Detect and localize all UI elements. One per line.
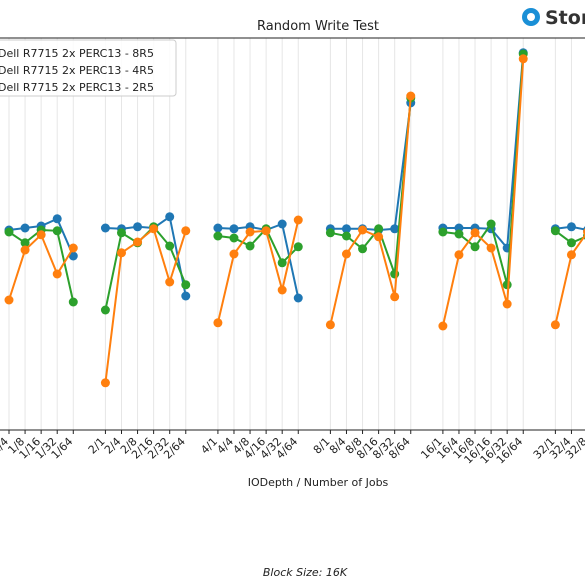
data-point: [181, 291, 191, 301]
data-point: [4, 227, 14, 237]
data-point: [470, 228, 480, 238]
data-point: [36, 230, 46, 240]
data-point: [341, 231, 351, 241]
data-point: [100, 305, 110, 315]
data-point: [165, 241, 175, 251]
data-point: [181, 226, 191, 236]
data-point: [518, 54, 528, 64]
data-point: [213, 223, 223, 233]
data-point: [390, 269, 400, 279]
grid: [8, 38, 572, 430]
data-point: [502, 299, 512, 309]
data-point: [261, 226, 271, 236]
data-point: [68, 251, 78, 261]
data-point: [149, 224, 159, 234]
data-point: [277, 285, 287, 295]
x-axis-label: IODepth / Number of Jobs: [248, 476, 389, 489]
data-point: [438, 227, 448, 237]
logo-text: Stora: [545, 7, 585, 29]
data-point: [245, 241, 255, 251]
data-point: [68, 243, 78, 253]
data-point: [486, 243, 496, 253]
legend-label: Dell R7715 2x PERC13 - 4R5: [0, 64, 154, 77]
data-point: [165, 277, 175, 287]
data-point: [100, 223, 110, 233]
data-point: [133, 222, 143, 232]
data-point: [374, 232, 384, 242]
data-point: [390, 292, 400, 302]
data-point: [566, 238, 576, 248]
x-tick-label: 1/4: [0, 435, 11, 457]
data-point: [133, 237, 143, 247]
data-point: [325, 320, 335, 330]
data-point: [454, 229, 464, 239]
data-point: [100, 378, 110, 388]
legend: Dell R7715 2x PERC13 - 8R5 Dell R7715 2x …: [0, 39, 177, 97]
data-point: [502, 280, 512, 290]
data-point: [293, 215, 303, 225]
data-point: [341, 224, 351, 234]
data-point: [116, 228, 126, 238]
data-point: [550, 226, 560, 236]
legend-box: [0, 39, 177, 97]
data-point: [52, 269, 62, 279]
data-point: [390, 224, 400, 234]
data-point: [374, 224, 384, 234]
data-point: [213, 231, 223, 241]
data-point: [406, 91, 416, 101]
data-point: [52, 214, 62, 224]
data-point: [4, 295, 14, 305]
footnote: Block Size: 16K: [263, 566, 348, 579]
data-point: [229, 224, 239, 234]
data-point: [245, 227, 255, 237]
data-point: [229, 249, 239, 259]
data-point: [486, 219, 496, 229]
data-point: [293, 242, 303, 252]
data-point: [550, 320, 560, 330]
data-point: [213, 318, 223, 328]
data-point: [566, 250, 576, 260]
legend-label: Dell R7715 2x PERC13 - 8R5: [0, 47, 154, 60]
data-point: [20, 245, 30, 255]
chart-title: Random Write Test: [257, 19, 379, 34]
data-point: [358, 225, 368, 235]
data-point: [116, 248, 126, 258]
data-point: [277, 219, 287, 229]
data-point: [277, 258, 287, 268]
data-point: [165, 212, 175, 222]
data-point: [358, 244, 368, 254]
data-point: [325, 228, 335, 238]
data-point: [438, 321, 448, 331]
data-point: [181, 280, 191, 290]
data-point: [20, 238, 30, 248]
data-point: [293, 293, 303, 303]
data-point: [52, 226, 62, 236]
data-point: [454, 250, 464, 260]
logo-icon-inner: [527, 13, 535, 21]
data-point: [341, 249, 351, 259]
data-point: [566, 222, 576, 232]
legend-label: Dell R7715 2x PERC13 - 2R5: [0, 81, 154, 94]
data-point: [20, 223, 30, 233]
data-point: [470, 242, 480, 252]
data-point: [68, 297, 78, 307]
data-point: [229, 233, 239, 243]
